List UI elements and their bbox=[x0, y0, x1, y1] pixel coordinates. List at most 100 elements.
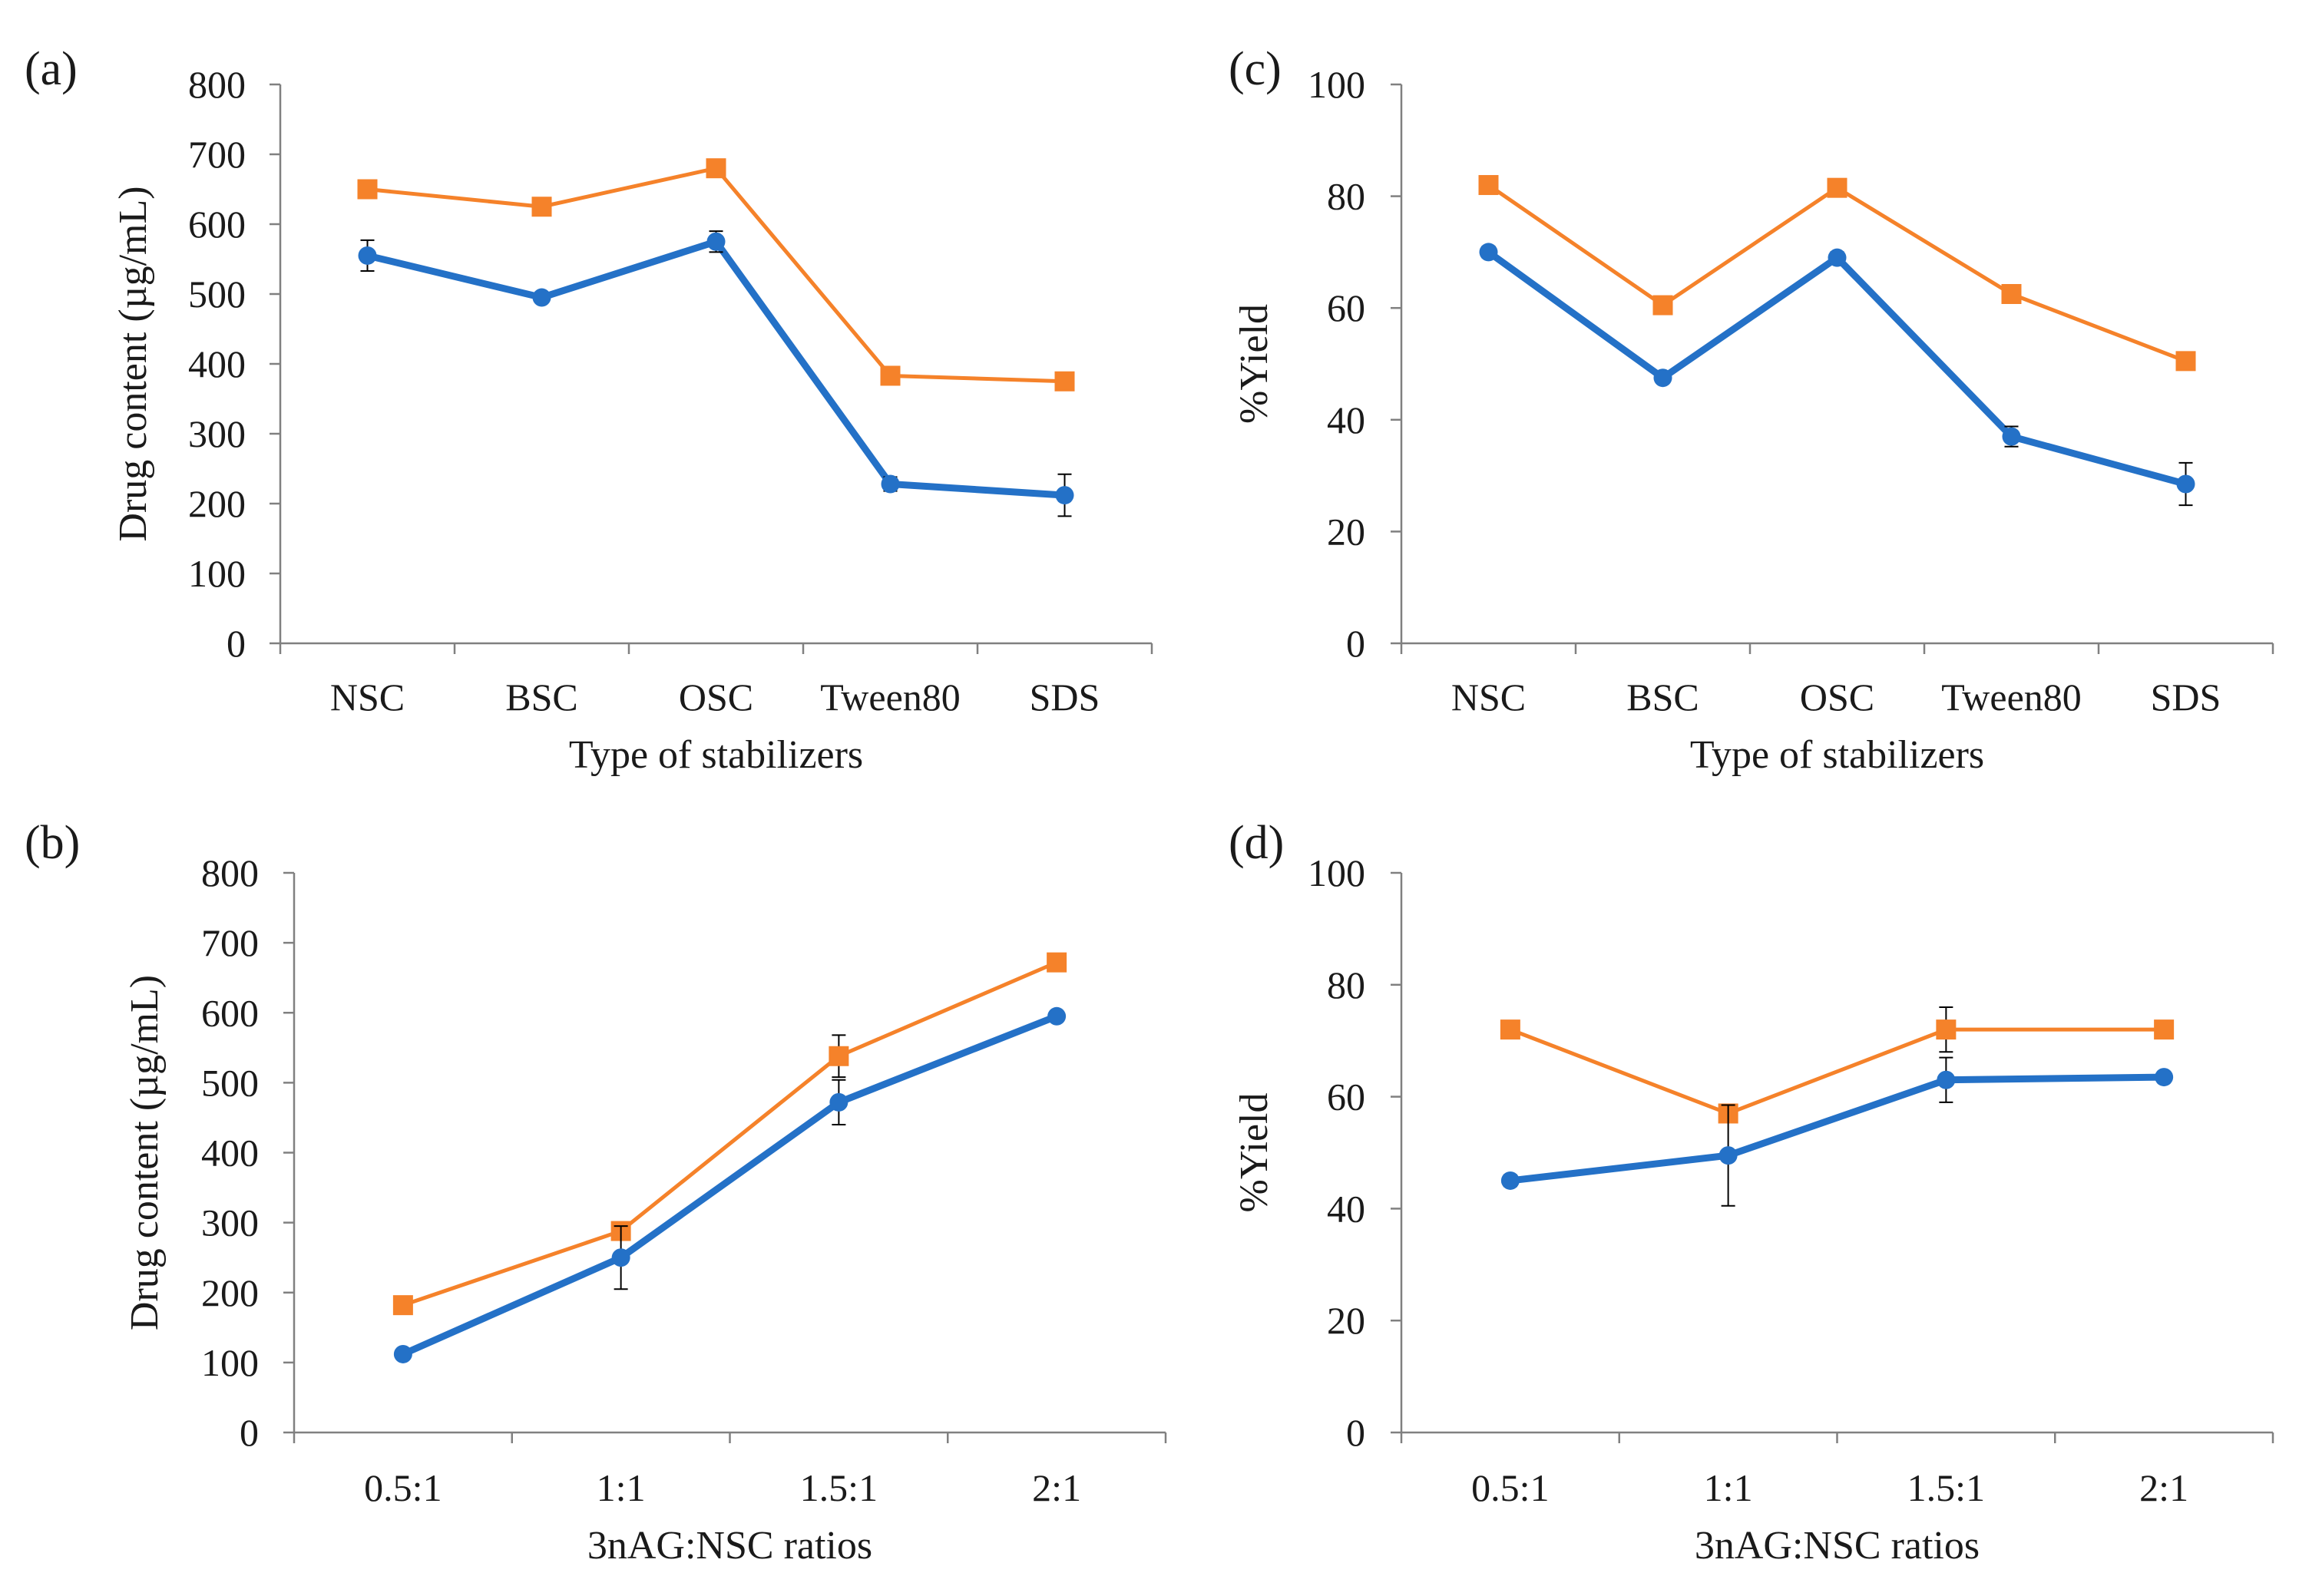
series-blue-point bbox=[706, 232, 726, 251]
series-blue-point bbox=[829, 1092, 848, 1112]
panel-label: (a) bbox=[25, 43, 78, 95]
series-blue-point bbox=[358, 246, 377, 265]
panel-label: (b) bbox=[25, 817, 80, 869]
y-tick-label: 100 bbox=[1308, 63, 1365, 106]
y-tick-label: 400 bbox=[201, 1132, 259, 1175]
series-blue-point bbox=[1500, 1171, 1520, 1190]
y-tick-label: 0 bbox=[1346, 622, 1365, 665]
series-orange-line bbox=[1487, 183, 2187, 363]
y-tick-label: 700 bbox=[188, 133, 246, 176]
y-tick-label: 40 bbox=[1327, 398, 1365, 441]
y-tick-label: 700 bbox=[201, 921, 259, 964]
x-tick-label: 2:1 bbox=[2139, 1466, 2188, 1509]
y-axis-title: %Yield bbox=[1232, 1093, 1276, 1213]
y-tick-label: 200 bbox=[201, 1271, 259, 1314]
y-tick-label: 600 bbox=[188, 203, 246, 246]
series-orange-point bbox=[1827, 177, 1847, 198]
panel-label: (c) bbox=[1229, 43, 1282, 95]
y-tick-label: 500 bbox=[188, 273, 246, 316]
series-blue-line bbox=[1510, 1073, 2165, 1185]
y-tick-label: 100 bbox=[1308, 851, 1365, 894]
series-blue-line bbox=[1486, 249, 2187, 487]
y-tick-label: 400 bbox=[188, 342, 246, 385]
series-orange-point bbox=[2001, 284, 2022, 304]
y-tick-label: 60 bbox=[1327, 286, 1365, 329]
series-orange-line bbox=[367, 166, 1065, 384]
y-tick-label: 100 bbox=[188, 552, 246, 595]
series-blue-point bbox=[881, 474, 900, 494]
series-orange-line bbox=[1509, 1027, 2165, 1115]
x-axis-title: 3nAG:NSC ratios bbox=[587, 1524, 872, 1568]
y-tick-label: 0 bbox=[227, 622, 246, 665]
series-orange-point bbox=[706, 158, 726, 179]
series-orange-point bbox=[357, 179, 378, 200]
series-orange-point bbox=[1936, 1019, 1957, 1040]
x-tick-label: BSC bbox=[1626, 676, 1699, 719]
series-orange-point bbox=[1054, 371, 1075, 392]
x-axis-title: Type of stabilizers bbox=[569, 733, 863, 777]
series-blue-line bbox=[402, 1013, 1058, 1358]
y-tick-label: 300 bbox=[188, 412, 246, 455]
series-blue-point bbox=[2155, 1068, 2174, 1087]
x-tick-label: 1:1 bbox=[1704, 1466, 1753, 1509]
y-tick-label: 800 bbox=[188, 63, 246, 106]
x-tick-label: Tween80 bbox=[820, 676, 961, 719]
series-blue-line bbox=[366, 238, 1065, 499]
x-tick-label: NSC bbox=[1451, 676, 1526, 719]
chart-panel-b: (b) 0 100 200 300 400 500 600 700 800 0.5:1 1:1 1.5:… bbox=[25, 817, 1167, 1568]
y-axis-title: Drug content (µg/mL) bbox=[123, 975, 167, 1330]
y-tick-label: 100 bbox=[201, 1341, 259, 1384]
chart-panel-c: (c) 0 20 40 60 80 100 NSC BSC OSC Tween80 SDS Type o… bbox=[1229, 43, 2274, 777]
x-tick-label: SDS bbox=[1030, 676, 1100, 719]
series-orange-line bbox=[402, 960, 1058, 1307]
chart-panel-d: (d) 0 20 40 60 80 100 0.5:1 1:1 1.5:1 2:1 3nAG:NSC … bbox=[1229, 817, 2274, 1568]
x-axis-title: Type of stabilizers bbox=[1690, 733, 1984, 777]
x-tick-label: 0.5:1 bbox=[364, 1466, 442, 1509]
y-tick-label: 800 bbox=[201, 851, 259, 894]
y-tick-label: 0 bbox=[240, 1411, 259, 1454]
series-orange-point bbox=[2154, 1019, 2175, 1040]
y-tick-label: 600 bbox=[201, 991, 259, 1034]
y-tick-label: 40 bbox=[1327, 1187, 1365, 1230]
series-orange-point bbox=[880, 365, 901, 386]
series-orange-point bbox=[1652, 295, 1673, 316]
x-tick-label: Tween80 bbox=[1941, 676, 2082, 719]
y-tick-label: 500 bbox=[201, 1061, 259, 1104]
series-blue-point bbox=[611, 1248, 630, 1267]
y-tick-label: 80 bbox=[1327, 175, 1365, 218]
x-axis-title: 3nAG:NSC ratios bbox=[1695, 1524, 1980, 1568]
x-tick-label: OSC bbox=[1800, 676, 1874, 719]
series-blue-point bbox=[2176, 474, 2195, 494]
series-orange-point bbox=[1500, 1019, 1520, 1040]
y-tick-label: 0 bbox=[1346, 1411, 1365, 1454]
chart-panel-a: (a) 0 100 200 300 400 500 600 700 800 NSC BSC OSC Twe… bbox=[25, 43, 1153, 777]
y-axis-title: Drug content (µg/mL) bbox=[111, 186, 155, 541]
series-blue-point bbox=[1047, 1006, 1067, 1026]
series-orange-point bbox=[2175, 351, 2196, 372]
series-orange-point bbox=[829, 1046, 849, 1066]
x-tick-label: BSC bbox=[505, 676, 578, 719]
series-blue-point bbox=[1055, 486, 1074, 505]
y-tick-label: 300 bbox=[201, 1201, 259, 1244]
series-orange-point bbox=[392, 1295, 413, 1316]
series-blue-point bbox=[2002, 427, 2021, 446]
y-tick-label: 200 bbox=[188, 482, 246, 525]
series-blue-point bbox=[1718, 1146, 1738, 1165]
x-tick-label: SDS bbox=[2151, 676, 2221, 719]
y-tick-label: 20 bbox=[1327, 510, 1365, 553]
series-orange-point bbox=[1478, 175, 1499, 196]
series-blue-point bbox=[1479, 243, 1498, 262]
x-tick-label: 0.5:1 bbox=[1471, 1466, 1549, 1509]
series-blue-point bbox=[393, 1344, 412, 1363]
y-axis-title: %Yield bbox=[1232, 304, 1276, 424]
panel-label: (d) bbox=[1229, 817, 1284, 869]
series-blue-point bbox=[1653, 368, 1672, 388]
series-blue-point bbox=[532, 288, 551, 307]
series-orange-point bbox=[1047, 952, 1067, 973]
x-tick-label: NSC bbox=[330, 676, 405, 719]
x-tick-label: 1:1 bbox=[597, 1466, 646, 1509]
y-tick-label: 20 bbox=[1327, 1299, 1365, 1342]
x-tick-label: OSC bbox=[679, 676, 753, 719]
